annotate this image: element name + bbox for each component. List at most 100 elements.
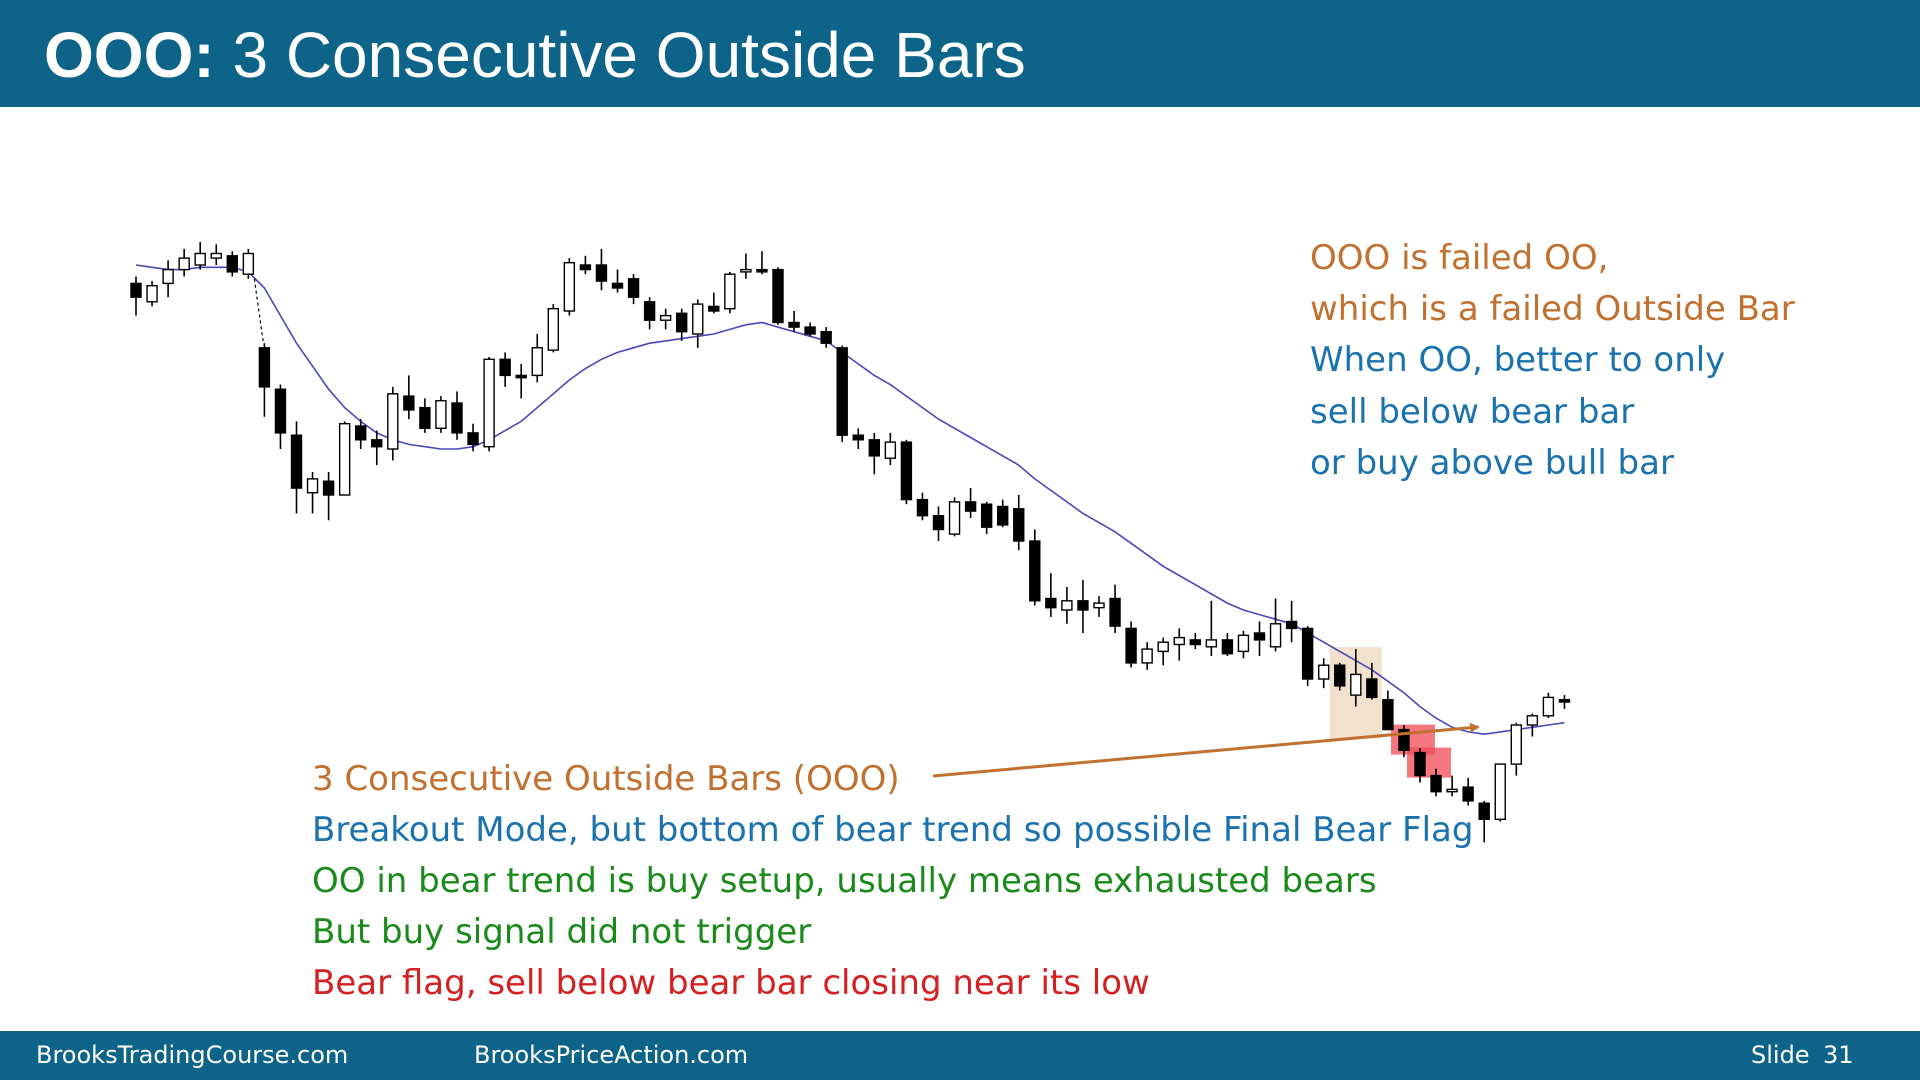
bear-candle [820, 331, 832, 344]
bull-candle [1173, 636, 1185, 646]
bear-candle [1077, 600, 1089, 611]
bull-candle [1093, 602, 1105, 609]
bear-candle [932, 515, 945, 531]
bear-candle [1045, 597, 1057, 609]
bear-candle [1253, 632, 1266, 641]
bull-candle [531, 347, 543, 377]
bull-candle [547, 308, 559, 351]
bear-candle [1189, 639, 1202, 646]
bear-candle [1414, 751, 1426, 777]
bear-candle [1478, 802, 1490, 821]
slide-number: 31 [1823, 1041, 1854, 1069]
bear-candle [1398, 728, 1410, 751]
bear-candle [852, 434, 864, 441]
bear-candle [1029, 540, 1041, 602]
bull-candle [884, 441, 897, 459]
bear-candle [980, 503, 993, 528]
bear-candle [1285, 620, 1298, 630]
bull-candle [210, 252, 222, 259]
footer-bar: BrooksTradingCourse.com BrooksPriceActio… [0, 1031, 1920, 1080]
bull-candle [659, 314, 672, 321]
bull-candle [948, 501, 961, 535]
bull-candle [1317, 664, 1330, 680]
bear-candle [1334, 664, 1346, 687]
bull-candle [306, 478, 319, 494]
bull-candle [1542, 696, 1555, 717]
signal-box [1407, 747, 1451, 778]
bear-candle [1462, 786, 1474, 802]
bear-candle [916, 498, 929, 517]
bear-candle [708, 305, 720, 312]
bull-candle [162, 268, 174, 285]
bear-candle [964, 501, 977, 512]
bear-candle [515, 374, 527, 379]
bear-candle [419, 406, 431, 430]
bear-candle [1301, 627, 1314, 680]
note-bottom-3: OO in bear trend is buy setup, usually m… [312, 861, 1377, 901]
ema-line [135, 264, 1565, 736]
title-rest: 3 Consecutive Outside Bars [214, 19, 1026, 91]
note-right-4: sell below bear bar [1310, 392, 1635, 432]
bull-candle [1269, 623, 1282, 648]
bear-candle [1430, 774, 1442, 793]
bull-candle [1494, 763, 1506, 820]
bull-candle [435, 400, 447, 430]
bull-candle [338, 423, 351, 496]
bear-candle [627, 278, 640, 298]
note-right-1: OOO is failed OO, [1310, 238, 1609, 278]
bear-candle [403, 395, 415, 411]
bear-candle [756, 268, 768, 273]
bear-candle [1109, 597, 1121, 627]
note-right-5: or buy above bull bar [1310, 443, 1674, 483]
slide-label: Slide [1751, 1041, 1810, 1069]
bear-candle [1558, 699, 1571, 703]
gap-dotted-line [253, 278, 264, 344]
bear-candle [772, 268, 784, 324]
bear-candle [595, 264, 608, 282]
bear-candle [274, 388, 287, 434]
slide-title: OOO: 3 Consecutive Outside Bars [44, 18, 1026, 92]
bear-candle [290, 434, 303, 489]
bear-candle [1382, 699, 1394, 731]
bear-candle [130, 282, 142, 298]
bull-candle [1157, 641, 1169, 653]
bull-candle [1061, 600, 1073, 611]
bull-candle [387, 393, 399, 450]
bear-candle [1221, 639, 1234, 655]
bull-candle [194, 252, 206, 266]
ooo-arrow [932, 722, 1480, 778]
bull-candle [692, 303, 704, 335]
bull-candle [740, 268, 752, 273]
bear-candle [579, 264, 592, 271]
bull-candle [1350, 673, 1362, 696]
bull-candle [724, 273, 736, 310]
bear-candle [900, 441, 913, 501]
bear-candle [1013, 508, 1025, 542]
bull-candle [178, 257, 190, 271]
bear-candle [322, 480, 335, 496]
bear-candle [467, 432, 479, 446]
bear-candle [836, 347, 848, 436]
bear-candle [868, 439, 880, 457]
note-right-3: When OO, better to only [1310, 340, 1726, 380]
bull-candle [1141, 648, 1153, 664]
bull-candle [563, 262, 576, 312]
bear-candle [1125, 627, 1137, 664]
chart-layer [130, 242, 1571, 843]
bear-candle [804, 326, 816, 335]
bear-candle [226, 255, 239, 273]
bull-candle [1510, 724, 1523, 765]
bull-candle [1526, 715, 1539, 726]
note-bottom-1: 3 Consecutive Outside Bars (OOO) [312, 759, 900, 799]
bull-candle [483, 358, 495, 448]
bull-candle [146, 285, 158, 303]
title-bold: OOO: [44, 19, 215, 91]
bull-candle [1446, 788, 1458, 793]
footer-left-site: BrooksTradingCourse.com [36, 1041, 349, 1069]
bear-candle [643, 301, 656, 321]
bear-candle [676, 312, 688, 333]
bear-candle [611, 282, 624, 289]
note-right-2: which is a failed Outside Bar [1310, 289, 1795, 329]
bear-candle [1366, 678, 1378, 699]
